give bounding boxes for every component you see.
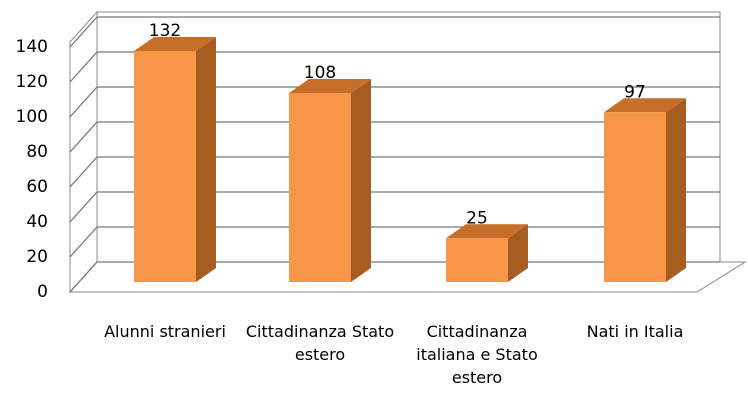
value-label: 108 xyxy=(304,63,336,83)
bar-top xyxy=(134,37,216,51)
x-tick-label: Cittadinanza Stato estero xyxy=(245,322,395,364)
y-tick-label: 0 xyxy=(37,282,48,302)
y-tick-label: 60 xyxy=(26,177,48,197)
y-tick-label: 100 xyxy=(16,107,48,127)
y-tick-label: 40 xyxy=(26,212,48,232)
x-tick-label: Alunni stranieri xyxy=(104,322,226,341)
bar-side xyxy=(508,224,528,282)
grid-line xyxy=(69,86,720,118)
bar-front xyxy=(289,93,351,282)
grid-line xyxy=(69,156,720,188)
grid-line xyxy=(69,191,720,223)
grid-line xyxy=(69,121,720,153)
y-tick-label: 80 xyxy=(26,142,48,162)
grid-line xyxy=(69,51,720,83)
bar-front xyxy=(446,238,508,282)
bar xyxy=(604,98,686,282)
y-tick-label: 20 xyxy=(26,247,48,267)
bar-top xyxy=(604,98,686,113)
y-tick-label: 120 xyxy=(16,72,48,92)
bar-front xyxy=(604,112,666,282)
bar-side xyxy=(196,37,216,282)
y-tick-label: 140 xyxy=(16,37,48,57)
bar-top xyxy=(446,224,528,239)
grid-line xyxy=(69,16,720,48)
bar-front xyxy=(134,51,196,282)
value-label: 132 xyxy=(149,21,181,41)
bar xyxy=(134,37,216,282)
x-tick-label: Nati in Italia xyxy=(586,322,684,341)
bar-side xyxy=(351,79,371,282)
value-label: 25 xyxy=(466,208,488,228)
bar xyxy=(289,79,371,282)
bar-side xyxy=(666,98,686,282)
side-wall xyxy=(69,10,98,294)
x-tick-label: Cittadinanza italiana e Stato estero xyxy=(416,322,538,387)
value-label: 97 xyxy=(624,82,646,102)
bar-top xyxy=(289,79,371,93)
bar xyxy=(446,224,528,282)
